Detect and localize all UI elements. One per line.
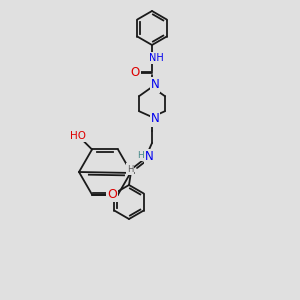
Text: N: N	[151, 112, 159, 125]
Text: H: H	[138, 151, 144, 160]
Text: H: H	[127, 164, 133, 173]
Text: O: O	[130, 67, 140, 80]
Text: O: O	[107, 188, 117, 201]
Text: N: N	[151, 79, 159, 92]
Text: HO: HO	[70, 131, 86, 141]
Text: NH: NH	[148, 53, 164, 63]
Text: N: N	[145, 151, 153, 164]
